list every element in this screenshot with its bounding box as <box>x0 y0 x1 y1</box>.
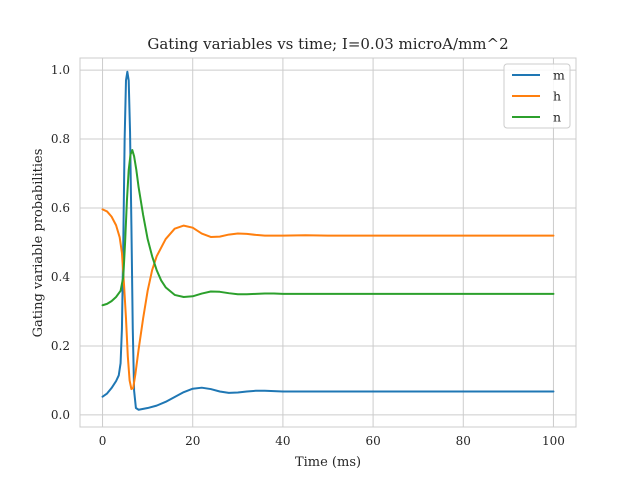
tick-labels: 0 20 40 60 80 100 0.0 0.2 0.4 0.6 0.8 1.0 <box>51 63 565 448</box>
series-line-n <box>101 149 555 307</box>
y-tick-label: 0.8 <box>51 132 70 146</box>
y-tick-label: 0.4 <box>51 270 70 284</box>
x-tick-label: 60 <box>365 434 380 448</box>
x-tick-label: 80 <box>456 434 471 448</box>
y-tick-label: 1.0 <box>51 63 70 77</box>
plot-frame <box>79 57 577 428</box>
x-tick-label: 40 <box>275 434 290 448</box>
y-tick-label: 0.0 <box>51 408 70 422</box>
legend-label-n: n <box>553 110 561 125</box>
series-lines <box>101 70 555 411</box>
legend-label-h: h <box>553 89 561 104</box>
chart-title: Gating variables vs time; I=0.03 microA/… <box>147 35 508 53</box>
x-tick-label: 100 <box>542 434 565 448</box>
legend-label-m: m <box>553 68 565 83</box>
x-tick-label: 20 <box>185 434 200 448</box>
x-axis-label: Time (ms) <box>295 455 361 470</box>
y-tick-label: 0.2 <box>51 339 70 353</box>
series-line-h <box>101 208 555 391</box>
grid <box>80 58 576 427</box>
legend: mhn <box>503 63 571 129</box>
y-tick-label: 0.6 <box>51 201 70 215</box>
y-axis-label: Gating variable probabilities <box>31 149 46 338</box>
x-tick-label: 0 <box>99 434 107 448</box>
